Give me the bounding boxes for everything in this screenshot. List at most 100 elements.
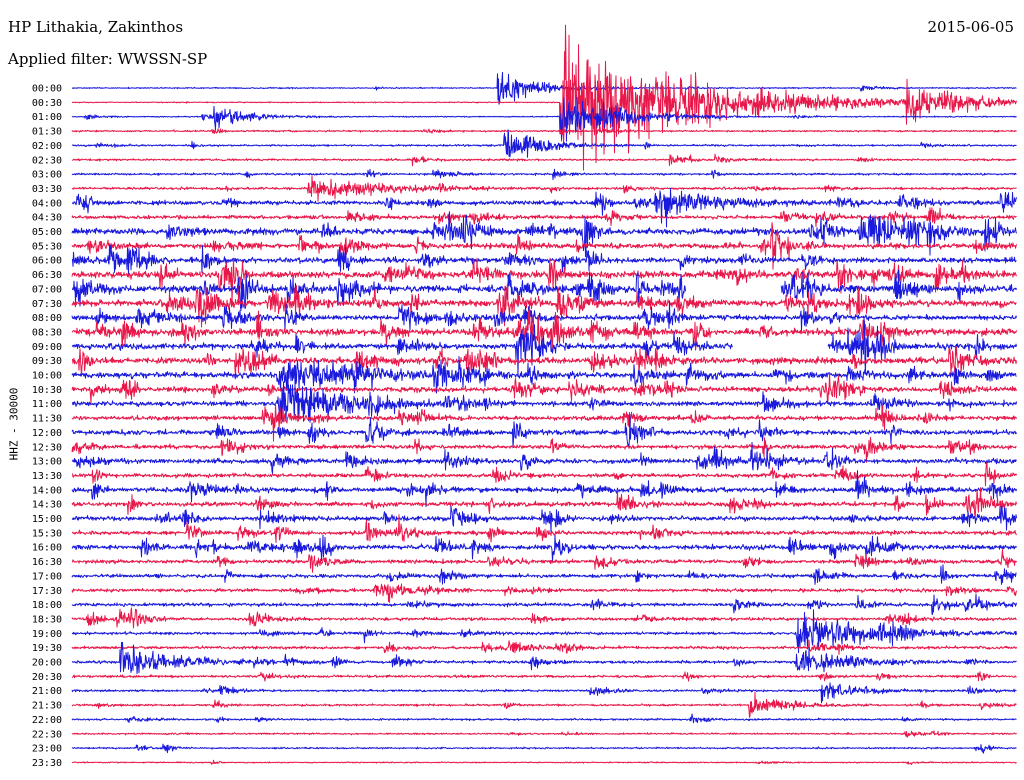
- row-time-label: 05:00: [32, 227, 62, 238]
- seismic-trace-row: [71, 470, 1017, 508]
- row-time-label: 03:00: [32, 170, 62, 181]
- row-time-label: 12:00: [32, 428, 62, 439]
- row-time-label: 23:30: [32, 758, 62, 769]
- row-time-label: 10:30: [32, 385, 62, 396]
- seismic-trace-row: [71, 514, 1017, 543]
- row-time-label: 13:00: [32, 457, 62, 468]
- row-time-label: 18:00: [32, 600, 62, 611]
- row-time-label: 03:30: [32, 184, 62, 195]
- row-time-label: 19:30: [32, 643, 62, 654]
- seismic-trace-row: [71, 129, 1017, 158]
- seismic-trace-row: [71, 126, 1017, 135]
- seismic-trace-row: [71, 187, 1017, 228]
- seismic-trace-row: [71, 713, 1017, 724]
- seismic-trace-row: [71, 487, 1017, 519]
- row-time-label: 02:00: [32, 141, 62, 152]
- seismic-trace-row: [71, 414, 1017, 449]
- row-time-label: 01:30: [32, 127, 62, 138]
- seismic-trace-row: [71, 300, 1017, 332]
- seismic-trace-row: [71, 682, 1017, 704]
- row-time-label: 15:30: [32, 528, 62, 539]
- row-time-label: 11:30: [32, 414, 62, 425]
- row-time-label: 04:00: [32, 198, 62, 209]
- row-time-label: 07:00: [32, 284, 62, 295]
- seismic-trace-row: [71, 96, 1017, 142]
- row-time-label: 11:00: [32, 399, 62, 410]
- row-time-label: 22:30: [32, 729, 62, 740]
- seismic-trace-row: [71, 639, 1017, 655]
- row-time-label: 00:00: [32, 84, 62, 95]
- row-time-label: 17:30: [32, 586, 62, 597]
- row-time-label: 12:30: [32, 442, 62, 453]
- row-time-label: 13:30: [32, 471, 62, 482]
- row-time-label: 04:30: [32, 213, 62, 224]
- seismic-trace-row: [71, 691, 1017, 718]
- seismic-trace-row: [71, 730, 1017, 738]
- row-time-label: 05:30: [32, 241, 62, 252]
- row-time-label: 00:30: [32, 98, 62, 109]
- row-time-label: 14:30: [32, 500, 62, 511]
- seismic-trace-row: [71, 283, 1017, 328]
- seismic-trace-row: [71, 269, 1017, 311]
- seismic-trace-row: [71, 593, 1017, 615]
- row-time-label: 01:00: [32, 112, 62, 123]
- seismic-trace-row: [71, 583, 1017, 603]
- seismic-trace-row: [71, 641, 1017, 675]
- row-time-label: 16:30: [32, 557, 62, 568]
- row-time-label: 08:00: [32, 313, 62, 324]
- row-time-label: 08:30: [32, 327, 62, 338]
- row-time-label: 02:30: [32, 155, 62, 166]
- seismic-trace-row: [71, 437, 1017, 463]
- seismic-trace-row: [72, 24, 1017, 171]
- row-time-label: 21:00: [32, 686, 62, 697]
- seismic-trace-row: [71, 402, 1017, 442]
- seismic-trace-row: [71, 534, 1017, 563]
- row-time-label: 23:00: [32, 744, 62, 755]
- row-time-label: 09:00: [32, 342, 62, 353]
- seismic-trace-row: [71, 549, 1017, 573]
- row-time-label: 06:30: [32, 270, 62, 281]
- seismic-trace-row: [71, 345, 1017, 380]
- row-time-label: 20:00: [32, 658, 62, 669]
- row-time-label: 22:00: [32, 715, 62, 726]
- seismic-trace-row: [71, 759, 1017, 765]
- seismic-trace-row: [71, 302, 1017, 353]
- seismic-trace-row: [71, 244, 1017, 276]
- seismic-trace-row: [71, 381, 1017, 423]
- seismic-trace-row: [71, 257, 1017, 306]
- seismic-trace-row: [71, 564, 1017, 585]
- row-time-label: 10:00: [32, 371, 62, 382]
- seismic-trace-row: [71, 153, 1017, 167]
- seismic-trace-row: [71, 222, 1017, 270]
- seismic-trace-row: [71, 607, 1017, 629]
- seismic-trace-row: [71, 71, 1017, 105]
- seismic-trace-row: [72, 175, 1017, 202]
- row-time-label: 20:30: [32, 672, 62, 683]
- seismic-trace-row: [71, 211, 1017, 258]
- filter-label: Applied filter: WWSSN-SP: [8, 50, 208, 68]
- station-title: HP Lithakia, Zakinthos: [8, 18, 184, 36]
- row-time-label: 16:00: [32, 543, 62, 554]
- row-time-label: 21:30: [32, 701, 62, 712]
- seismic-trace-row: [71, 743, 1017, 754]
- seismic-trace-row: [71, 441, 1017, 474]
- seismic-trace-row: [71, 609, 1017, 654]
- seismic-trace-row: [71, 372, 1017, 404]
- row-time-label: 17:00: [32, 571, 62, 582]
- seismic-trace-row: [71, 168, 1017, 181]
- seismic-trace-row: [71, 505, 1017, 533]
- date-label: 2015-06-05: [927, 18, 1014, 36]
- row-time-label: 15:00: [32, 514, 62, 525]
- row-time-label: 14:00: [32, 485, 62, 496]
- row-time-label: 06:00: [32, 256, 62, 267]
- seismic-trace-row: [71, 462, 1017, 487]
- seismic-trace-row: [71, 207, 1017, 227]
- row-time-label: 18:30: [32, 614, 62, 625]
- seismic-trace-row: [72, 671, 1017, 682]
- row-time-label: 07:30: [32, 299, 62, 310]
- row-time-label: 09:30: [32, 356, 62, 367]
- seismic-trace-row: [71, 317, 1017, 376]
- seismic-trace-row: [71, 356, 1017, 394]
- row-time-label: 19:00: [32, 629, 62, 640]
